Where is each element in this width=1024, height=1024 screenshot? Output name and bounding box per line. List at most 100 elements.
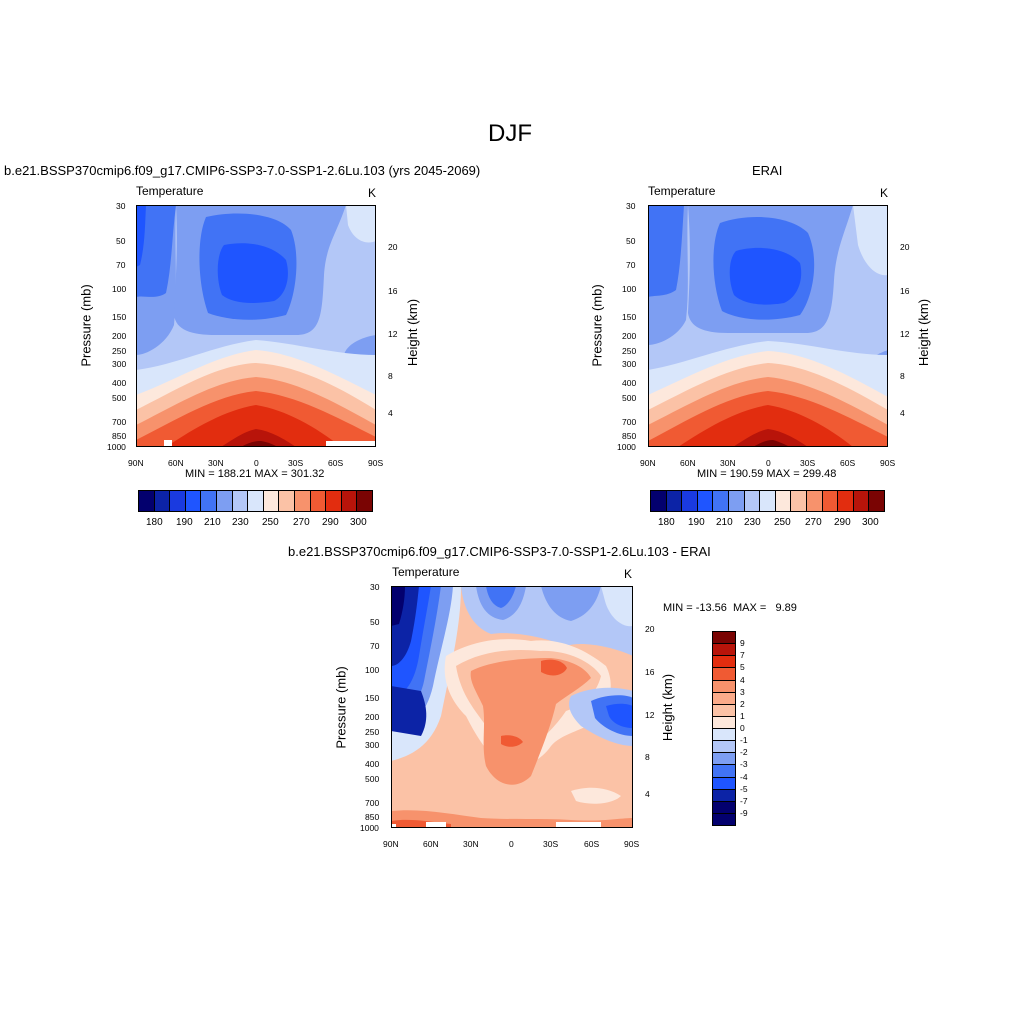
- panel-model-units: K: [368, 186, 377, 200]
- ytick-500: 500: [365, 774, 380, 784]
- colorbar-swatch: [278, 490, 295, 512]
- panel-diff-var-label: Temperature: [392, 565, 460, 579]
- panel-obs-plot: [648, 205, 888, 447]
- panel-obs-y2label: Height (km): [916, 298, 932, 367]
- ytick-850: 850: [112, 431, 127, 441]
- cbar-label: 230: [232, 517, 249, 528]
- ytick-200: 200: [112, 331, 127, 341]
- colorbar-swatch: [806, 490, 823, 512]
- cbar-label: 250: [774, 517, 791, 528]
- cbar-label: 270: [805, 517, 822, 528]
- ytick-150: 150: [365, 693, 380, 703]
- panel-diff-units: K: [624, 567, 633, 581]
- colorbar-swatch: [868, 490, 885, 512]
- ytick-250: 250: [112, 346, 127, 356]
- xtick-30s: 30S: [543, 839, 559, 849]
- xtick-60s: 60S: [840, 458, 856, 468]
- colorbar-swatch: [728, 490, 745, 512]
- ytick-850: 850: [622, 431, 637, 441]
- figure-title: DJF: [488, 120, 532, 147]
- ytick-500: 500: [622, 393, 637, 403]
- colorbar-label: 2: [740, 698, 745, 709]
- colorbar-swatch: [309, 490, 327, 512]
- panel-diff-title: b.e21.BSSP370cmip6.f09_g17.CMIP6-SSP3-7.…: [288, 544, 711, 559]
- colorbar-swatch: [852, 490, 870, 512]
- y2tick-16: 16: [900, 286, 910, 296]
- ytick-300: 300: [365, 740, 380, 750]
- colorbar-swatch: [262, 490, 280, 512]
- panel-obs-title: ERAI: [752, 163, 783, 178]
- cbar-label: 190: [176, 517, 193, 528]
- ytick-70: 70: [370, 641, 380, 651]
- xtick-60n: 60N: [680, 458, 696, 468]
- colorbar-swatch: [696, 490, 714, 512]
- panel-model-field: [136, 205, 376, 447]
- y2tick-16: 16: [645, 667, 655, 677]
- xtick-90n: 90N: [640, 458, 656, 468]
- xtick-30s: 30S: [800, 458, 816, 468]
- panel-obs-var-label: Temperature: [648, 184, 716, 198]
- ytick-700: 700: [365, 798, 380, 808]
- cbar-label: 190: [688, 517, 705, 528]
- panel-diff-plot: [391, 586, 633, 828]
- panel-obs-units: K: [880, 186, 889, 200]
- y2tick-4: 4: [645, 789, 650, 799]
- y2tick-8: 8: [645, 752, 650, 762]
- colorbar-swatch: [340, 490, 358, 512]
- ytick-500: 500: [112, 393, 127, 403]
- panel-model-plot: [136, 205, 376, 447]
- xtick-0: 0: [254, 458, 259, 468]
- ytick-70: 70: [626, 260, 636, 270]
- colorbar-swatch: [712, 490, 729, 512]
- ytick-850: 850: [365, 812, 380, 822]
- ytick-30: 30: [626, 201, 636, 211]
- xtick-90n: 90N: [383, 839, 399, 849]
- colorbar-swatch: [759, 490, 776, 512]
- cbar-label: 210: [204, 517, 221, 528]
- colorbar-swatch: [681, 490, 698, 512]
- colorbar-swatch: [169, 490, 186, 512]
- ytick-300: 300: [622, 359, 637, 369]
- cbar-label: 250: [262, 517, 279, 528]
- colorbar-label: 9: [740, 638, 745, 649]
- ytick-150: 150: [112, 312, 127, 322]
- xtick-30s: 30S: [288, 458, 304, 468]
- cbar-label: 300: [862, 517, 879, 528]
- xtick-60s: 60S: [584, 839, 600, 849]
- xtick-90s: 90S: [624, 839, 640, 849]
- cbar-label: 270: [293, 517, 310, 528]
- colorbar-label: -2: [740, 747, 748, 758]
- panel-model-var-label: Temperature: [136, 184, 204, 198]
- y2tick-12: 12: [900, 329, 910, 339]
- ytick-50: 50: [116, 236, 126, 246]
- ytick-200: 200: [365, 712, 380, 722]
- xtick-0: 0: [766, 458, 771, 468]
- xtick-90s: 90S: [880, 458, 896, 468]
- colorbar-label: 3: [740, 686, 745, 697]
- xtick-90n: 90N: [128, 458, 144, 468]
- xtick-30n: 30N: [720, 458, 736, 468]
- ytick-30: 30: [370, 582, 380, 592]
- ytick-50: 50: [370, 617, 380, 627]
- xtick-60s: 60S: [328, 458, 344, 468]
- colorbar-swatch: [743, 490, 761, 512]
- panel-model-y2label: Height (km): [405, 298, 421, 367]
- colorbar-swatch: [325, 490, 342, 512]
- y2tick-20: 20: [645, 624, 655, 634]
- xtick-30n: 30N: [463, 839, 479, 849]
- colorbar-swatch: [138, 490, 155, 512]
- ytick-1000: 1000: [617, 442, 636, 452]
- colorbar-swatch: [837, 490, 854, 512]
- xtick-90s: 90S: [368, 458, 384, 468]
- colorbar-swatch: [231, 490, 249, 512]
- y2tick-8: 8: [900, 371, 905, 381]
- xtick-60n: 60N: [423, 839, 439, 849]
- panel-model-ylabel: Pressure (mb): [78, 284, 94, 367]
- y2tick-16: 16: [388, 286, 398, 296]
- colorbar-label: -4: [740, 771, 748, 782]
- panel-diff-colorbar: [712, 631, 736, 826]
- ytick-400: 400: [112, 378, 127, 388]
- ytick-250: 250: [622, 346, 637, 356]
- ytick-200: 200: [622, 331, 637, 341]
- panel-model-title: b.e21.BSSP370cmip6.f09_g17.CMIP6-SSP3-7.…: [4, 163, 481, 178]
